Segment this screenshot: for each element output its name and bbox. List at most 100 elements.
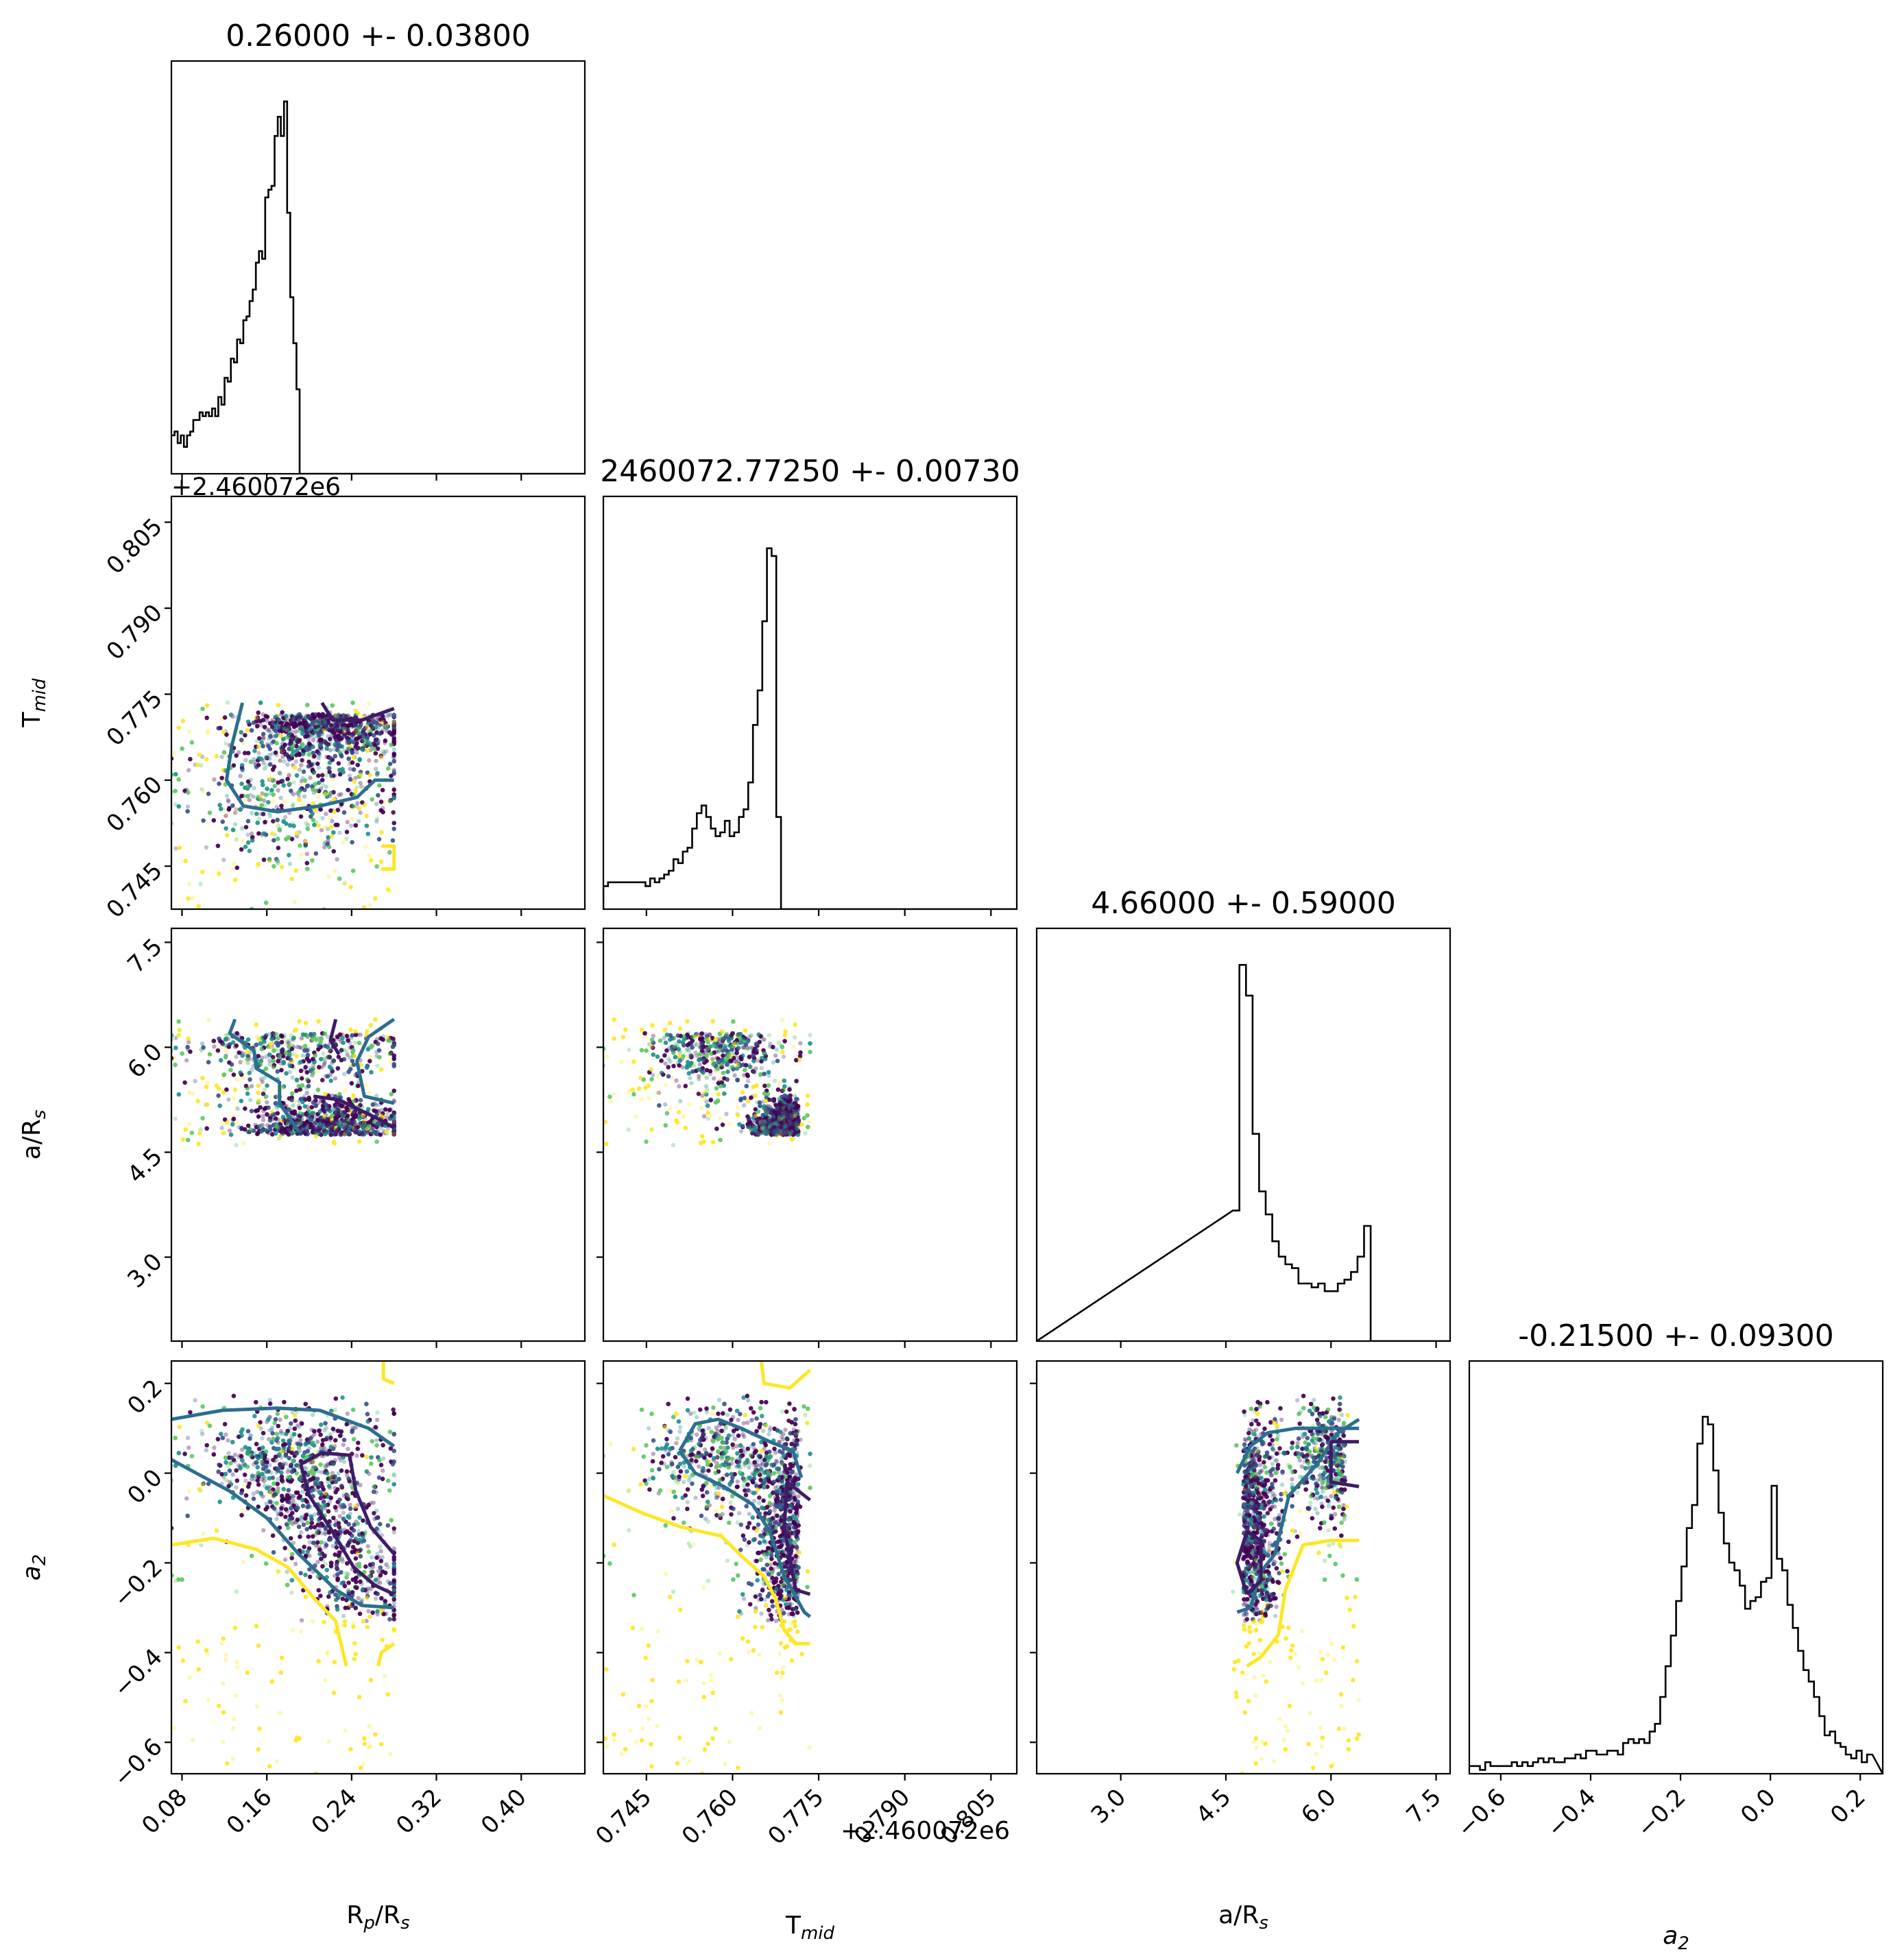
scatter-point [348, 788, 352, 793]
scatter-point [294, 737, 299, 743]
scatter-point [289, 756, 294, 761]
scatter-point [252, 760, 257, 765]
scatter-point [239, 847, 244, 852]
scatter-point [330, 777, 335, 782]
scatter-point [245, 832, 250, 837]
scatter-point [256, 796, 261, 802]
scatter-point [337, 830, 342, 835]
scatter-point [342, 729, 347, 734]
scatter-point [256, 751, 261, 756]
scatter-point [224, 813, 228, 819]
scatter-point [374, 772, 380, 778]
scatter-point [201, 818, 206, 823]
scatter-point [287, 747, 291, 751]
scatter-point [305, 725, 310, 730]
scatter-point [387, 730, 392, 735]
scatter-point [342, 732, 348, 737]
scatter-point [239, 730, 243, 735]
scatter-point [280, 747, 285, 752]
scatter-point [350, 750, 355, 756]
scatter-point [256, 756, 261, 761]
scatter-point [391, 787, 396, 793]
scatter-point [230, 826, 235, 832]
scatter-point [319, 730, 324, 735]
scatter-point [300, 775, 305, 781]
scatter-point [186, 790, 191, 795]
scatter-point [304, 713, 309, 719]
scatter-point [322, 714, 327, 720]
scatter-point [293, 868, 298, 873]
scatter-point [360, 746, 365, 751]
scatter-point [220, 819, 225, 824]
scatter-point [298, 852, 304, 857]
scatter-point [335, 738, 339, 743]
scatter-point [272, 864, 276, 869]
scatter-point [311, 790, 317, 795]
scatter-point [285, 727, 290, 732]
scatter-point [323, 792, 328, 797]
scatter-point [382, 799, 387, 804]
scatter-point [290, 741, 296, 746]
scatter-point [267, 753, 272, 758]
scatter-point [317, 721, 322, 725]
scatter-point [267, 858, 272, 863]
scatter-point [348, 740, 352, 745]
scatter-point [372, 719, 376, 724]
scatter-point [239, 738, 244, 743]
scatter-point [274, 733, 279, 738]
scatter-point [305, 730, 310, 736]
scatter-point [280, 741, 285, 747]
scatter-point [351, 732, 356, 738]
scatter-point [267, 857, 272, 862]
scatter-point [325, 743, 330, 747]
scatter-point [305, 727, 310, 732]
scatter-point [182, 788, 187, 793]
scatter-point [335, 808, 340, 812]
scatter-point [255, 820, 260, 826]
scatter-point [323, 723, 328, 728]
scatter-point [280, 754, 285, 760]
scatter-point [282, 743, 287, 747]
scatter-point [285, 721, 290, 727]
scatter-point [256, 816, 262, 821]
scatter-point [375, 771, 380, 776]
scatter-point [303, 751, 308, 756]
scatter-point [322, 841, 327, 847]
scatter-point [298, 726, 303, 731]
scatter-point [180, 719, 186, 723]
scatter-point [373, 751, 378, 756]
scatter-point [281, 715, 286, 721]
scatter-point [273, 714, 278, 720]
scatter-point [339, 802, 344, 807]
scatter-point [346, 729, 350, 734]
scatter-point [256, 862, 261, 867]
scatter-point [245, 779, 251, 784]
scatter-point [276, 703, 281, 708]
scatter-point [280, 710, 285, 715]
scatter-point [279, 865, 285, 869]
scatter-point [391, 795, 396, 799]
scatter-point [270, 751, 275, 756]
scatter-point [300, 751, 306, 756]
scatter-point [333, 725, 337, 730]
scatter-point [269, 740, 274, 745]
scatter-point [239, 730, 243, 735]
scatter-point [200, 706, 205, 712]
scatter-point [366, 730, 371, 735]
scatter-point [245, 727, 250, 733]
scatter-point [390, 838, 396, 843]
scatter-point [328, 825, 333, 830]
scatter-point [346, 731, 352, 736]
scatter-point [350, 749, 354, 755]
scatter-point [272, 838, 276, 843]
scatter-point [252, 786, 256, 791]
scatter-point [291, 734, 296, 738]
scatter-point [344, 836, 349, 841]
scatter-point [350, 725, 355, 730]
scatter-point [378, 808, 383, 813]
scatter-point [335, 723, 339, 729]
scatter-point [247, 722, 252, 727]
scatter-point [378, 859, 384, 864]
scatter-point [323, 715, 328, 721]
scatter-point [342, 881, 347, 886]
